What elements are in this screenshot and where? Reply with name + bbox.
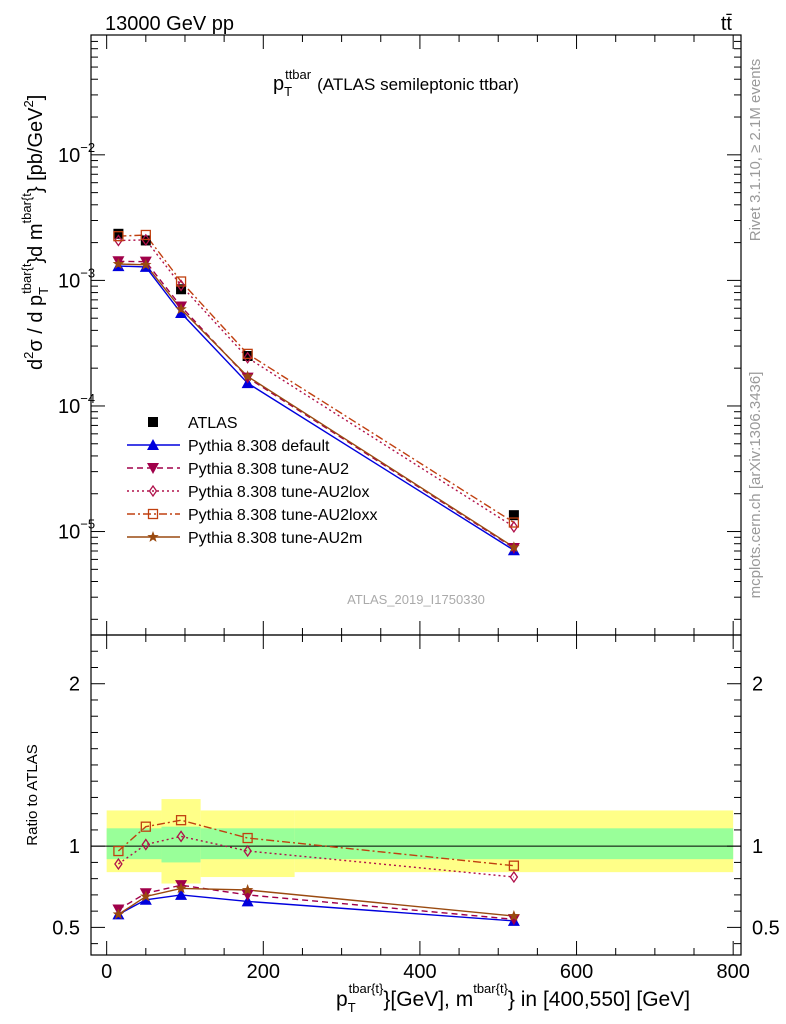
x-tick-label: 800	[716, 961, 749, 983]
main-series-markers	[112, 228, 520, 556]
ratio-point-pythia-8-308-default	[175, 888, 188, 900]
main-point-pythia-8-308-tune-au2loxx	[242, 348, 253, 360]
ratio-panel: 0.5 0.51 12 2 0 200 400 600 800 Ratio to ATLAS …	[24, 634, 780, 1015]
main-y-tick-label: 10−3	[58, 265, 95, 292]
ratio-point-pythia-8-308-tune-au2loxx	[175, 815, 187, 826]
x-tick-labels: 0 200 400 600 800	[101, 961, 750, 983]
main-point-pythia-8-308-default	[175, 307, 188, 319]
main-series-lines	[118, 234, 515, 551]
main-y-tick-label: 10−5	[58, 517, 95, 544]
ratio-line-pythia-8-308-tune-au2	[118, 884, 514, 920]
ratio-y-tick-label: 0.5	[52, 917, 80, 939]
main-point-pythia-8-308-tune-au2m	[175, 303, 187, 315]
analysis-watermark: ATLAS_2019_I1750330	[347, 592, 485, 607]
main-point-pythia-8-308-tune-au2lox	[243, 351, 252, 364]
ratio-y-tick-label-right: 1	[752, 836, 763, 858]
plot-title: pTttbar(ATLAS semileptonic ttbar)	[273, 67, 519, 99]
ratio-line-pythia-8-308-tune-au2m	[118, 887, 514, 917]
main-line-pythia-8-308-tune-au2m	[118, 263, 515, 548]
main-point-pythia-8-308-tune-au2lox	[114, 234, 123, 247]
ratio-point-pythia-8-308-tune-au2loxx	[508, 860, 520, 871]
main-point-pythia-8-308-tune-au2loxx	[113, 231, 124, 242]
main-point-pythia-8-308-tune-au2lox	[141, 233, 151, 247]
main-point-atlas	[176, 284, 187, 295]
ratio-point-pythia-8-308-tune-au2m	[241, 884, 254, 895]
main-point-atlas	[508, 510, 519, 521]
ratio-point-pythia-8-308-tune-au2loxx	[113, 845, 124, 857]
ratio-point-pythia-8-308-tune-au2	[241, 889, 254, 901]
main-point-pythia-8-308-tune-au2lox	[176, 279, 186, 292]
mcplots-label: mcplots.cern.ch [arXiv:1306.3436]	[747, 372, 764, 599]
main-y-axis-label: d2σ / d pTtbar{t}d mtbar{t} [pb/GeV2]	[19, 95, 51, 370]
main-point-pythia-8-308-tune-au2m	[112, 258, 125, 269]
main-point-atlas	[242, 350, 253, 361]
x-tick-label: 600	[560, 961, 593, 983]
ratio-axis-ticks	[91, 635, 741, 955]
ratio-series-markers	[112, 815, 520, 926]
ratio-y-tick-labels: 0.5 0.5 1 1 2 2	[52, 674, 780, 940]
ratio-frame	[90, 634, 742, 956]
ratio-point-pythia-8-308-tune-au2lox	[176, 830, 186, 843]
main-point-atlas	[140, 235, 151, 246]
legend-marker-atlas	[148, 417, 158, 427]
legend-label-pythia-8-308-tune-au2lox: Pythia 8.308 tune-AU2lox	[188, 484, 369, 501]
ratio-y-tick-label-right: 2	[752, 674, 763, 696]
legend-marker-pythia-8-308-default	[147, 439, 159, 450]
main-y-tick-label: 10−4	[58, 391, 95, 418]
x-tick-label: 0	[101, 961, 112, 983]
main-point-pythia-8-308-tune-au2lox	[509, 520, 519, 533]
legend-label-pythia-8-308-tune-au2m: Pythia 8.308 tune-AU2m	[188, 530, 362, 547]
main-point-pythia-8-308-tune-au2loxx	[175, 276, 187, 287]
rivet-label: Rivet 3.1.10, ≥ 2.1M events	[747, 59, 764, 242]
x-tick-label: 400	[403, 961, 436, 983]
ratio-y-tick-label: 1	[69, 836, 80, 858]
x-tick-label: 200	[247, 961, 280, 983]
ratio-point-pythia-8-308-tune-au2lox	[243, 844, 252, 858]
ratio-point-pythia-8-308-tune-au2loxx	[242, 832, 253, 844]
ratio-y-tick-label: 2	[69, 674, 80, 696]
main-panel: 10−5 10−4 10−3 10−2 pTttbar(ATLAS semilepto…	[19, 34, 742, 636]
ratio-y-tick-label-right: 0.5	[752, 917, 780, 939]
ratio-point-pythia-8-308-tune-au2lox	[114, 857, 123, 871]
main-point-pythia-8-308-tune-au2m	[241, 370, 254, 382]
legend-label-pythia-8-308-tune-au2: Pythia 8.308 tune-AU2	[188, 461, 349, 478]
main-point-pythia-8-308-tune-au2m	[508, 541, 520, 553]
legend-marker-pythia-8-308-tune-au2lox	[148, 484, 158, 498]
ratio-uncertainty-bands	[106, 799, 734, 884]
legend-label-pythia-8-308-default: Pythia 8.308 default	[188, 438, 330, 455]
ratio-point-pythia-8-308-tune-au2	[507, 914, 520, 926]
process-label: tt̄	[721, 13, 733, 35]
x-axis-label: pTtbar{t}}[GeV], mtbar{t}} in [400,550] …	[336, 981, 690, 1015]
main-axis-ticks	[91, 34, 741, 635]
legend: ATLAS Pythia 8.308 default Pythia 8.308 tu…	[127, 415, 377, 547]
ratio-point-pythia-8-308-tune-au2m	[140, 890, 152, 902]
main-point-pythia-8-308-tune-au2loxx	[508, 517, 520, 528]
ratio-inner-band	[106, 828, 162, 860]
ratio-point-pythia-8-308-tune-au2m	[112, 908, 125, 920]
ratio-y-axis-label: Ratio to ATLAS	[24, 744, 41, 845]
main-point-pythia-8-308-tune-au2loxx	[140, 229, 151, 241]
ratio-point-pythia-8-308-tune-au2m	[508, 910, 520, 921]
ratio-point-pythia-8-308-tune-au2m	[175, 882, 187, 894]
legend-marker-pythia-8-308-tune-au2m	[147, 531, 159, 542]
legend-marker-pythia-8-308-tune-au2	[147, 463, 159, 474]
ratio-point-pythia-8-308-tune-au2lox	[509, 870, 519, 884]
ratio-inner-band	[161, 826, 201, 863]
ratio-inner-band	[294, 828, 734, 860]
legend-marker-pythia-8-308-tune-au2loxx	[147, 508, 159, 520]
main-y-tick-labels: 10−5 10−4 10−3 10−2	[58, 140, 95, 544]
ratio-line-pythia-8-308-tune-au2loxx	[117, 819, 514, 867]
main-line-pythia-8-308-tune-au2loxx	[118, 234, 515, 524]
legend-label-atlas: ATLAS	[188, 415, 238, 432]
ratio-point-pythia-8-308-tune-au2lox	[141, 838, 151, 851]
collision-label: 13000 GeV pp	[105, 13, 234, 35]
main-point-pythia-8-308-tune-au2m	[140, 258, 152, 270]
legend-label-pythia-8-308-tune-au2loxx: Pythia 8.308 tune-AU2loxx	[188, 507, 377, 524]
main-point-atlas	[113, 228, 124, 239]
main-y-tick-label: 10−2	[58, 140, 95, 167]
ratio-point-pythia-8-308-tune-au2loxx	[140, 821, 151, 832]
